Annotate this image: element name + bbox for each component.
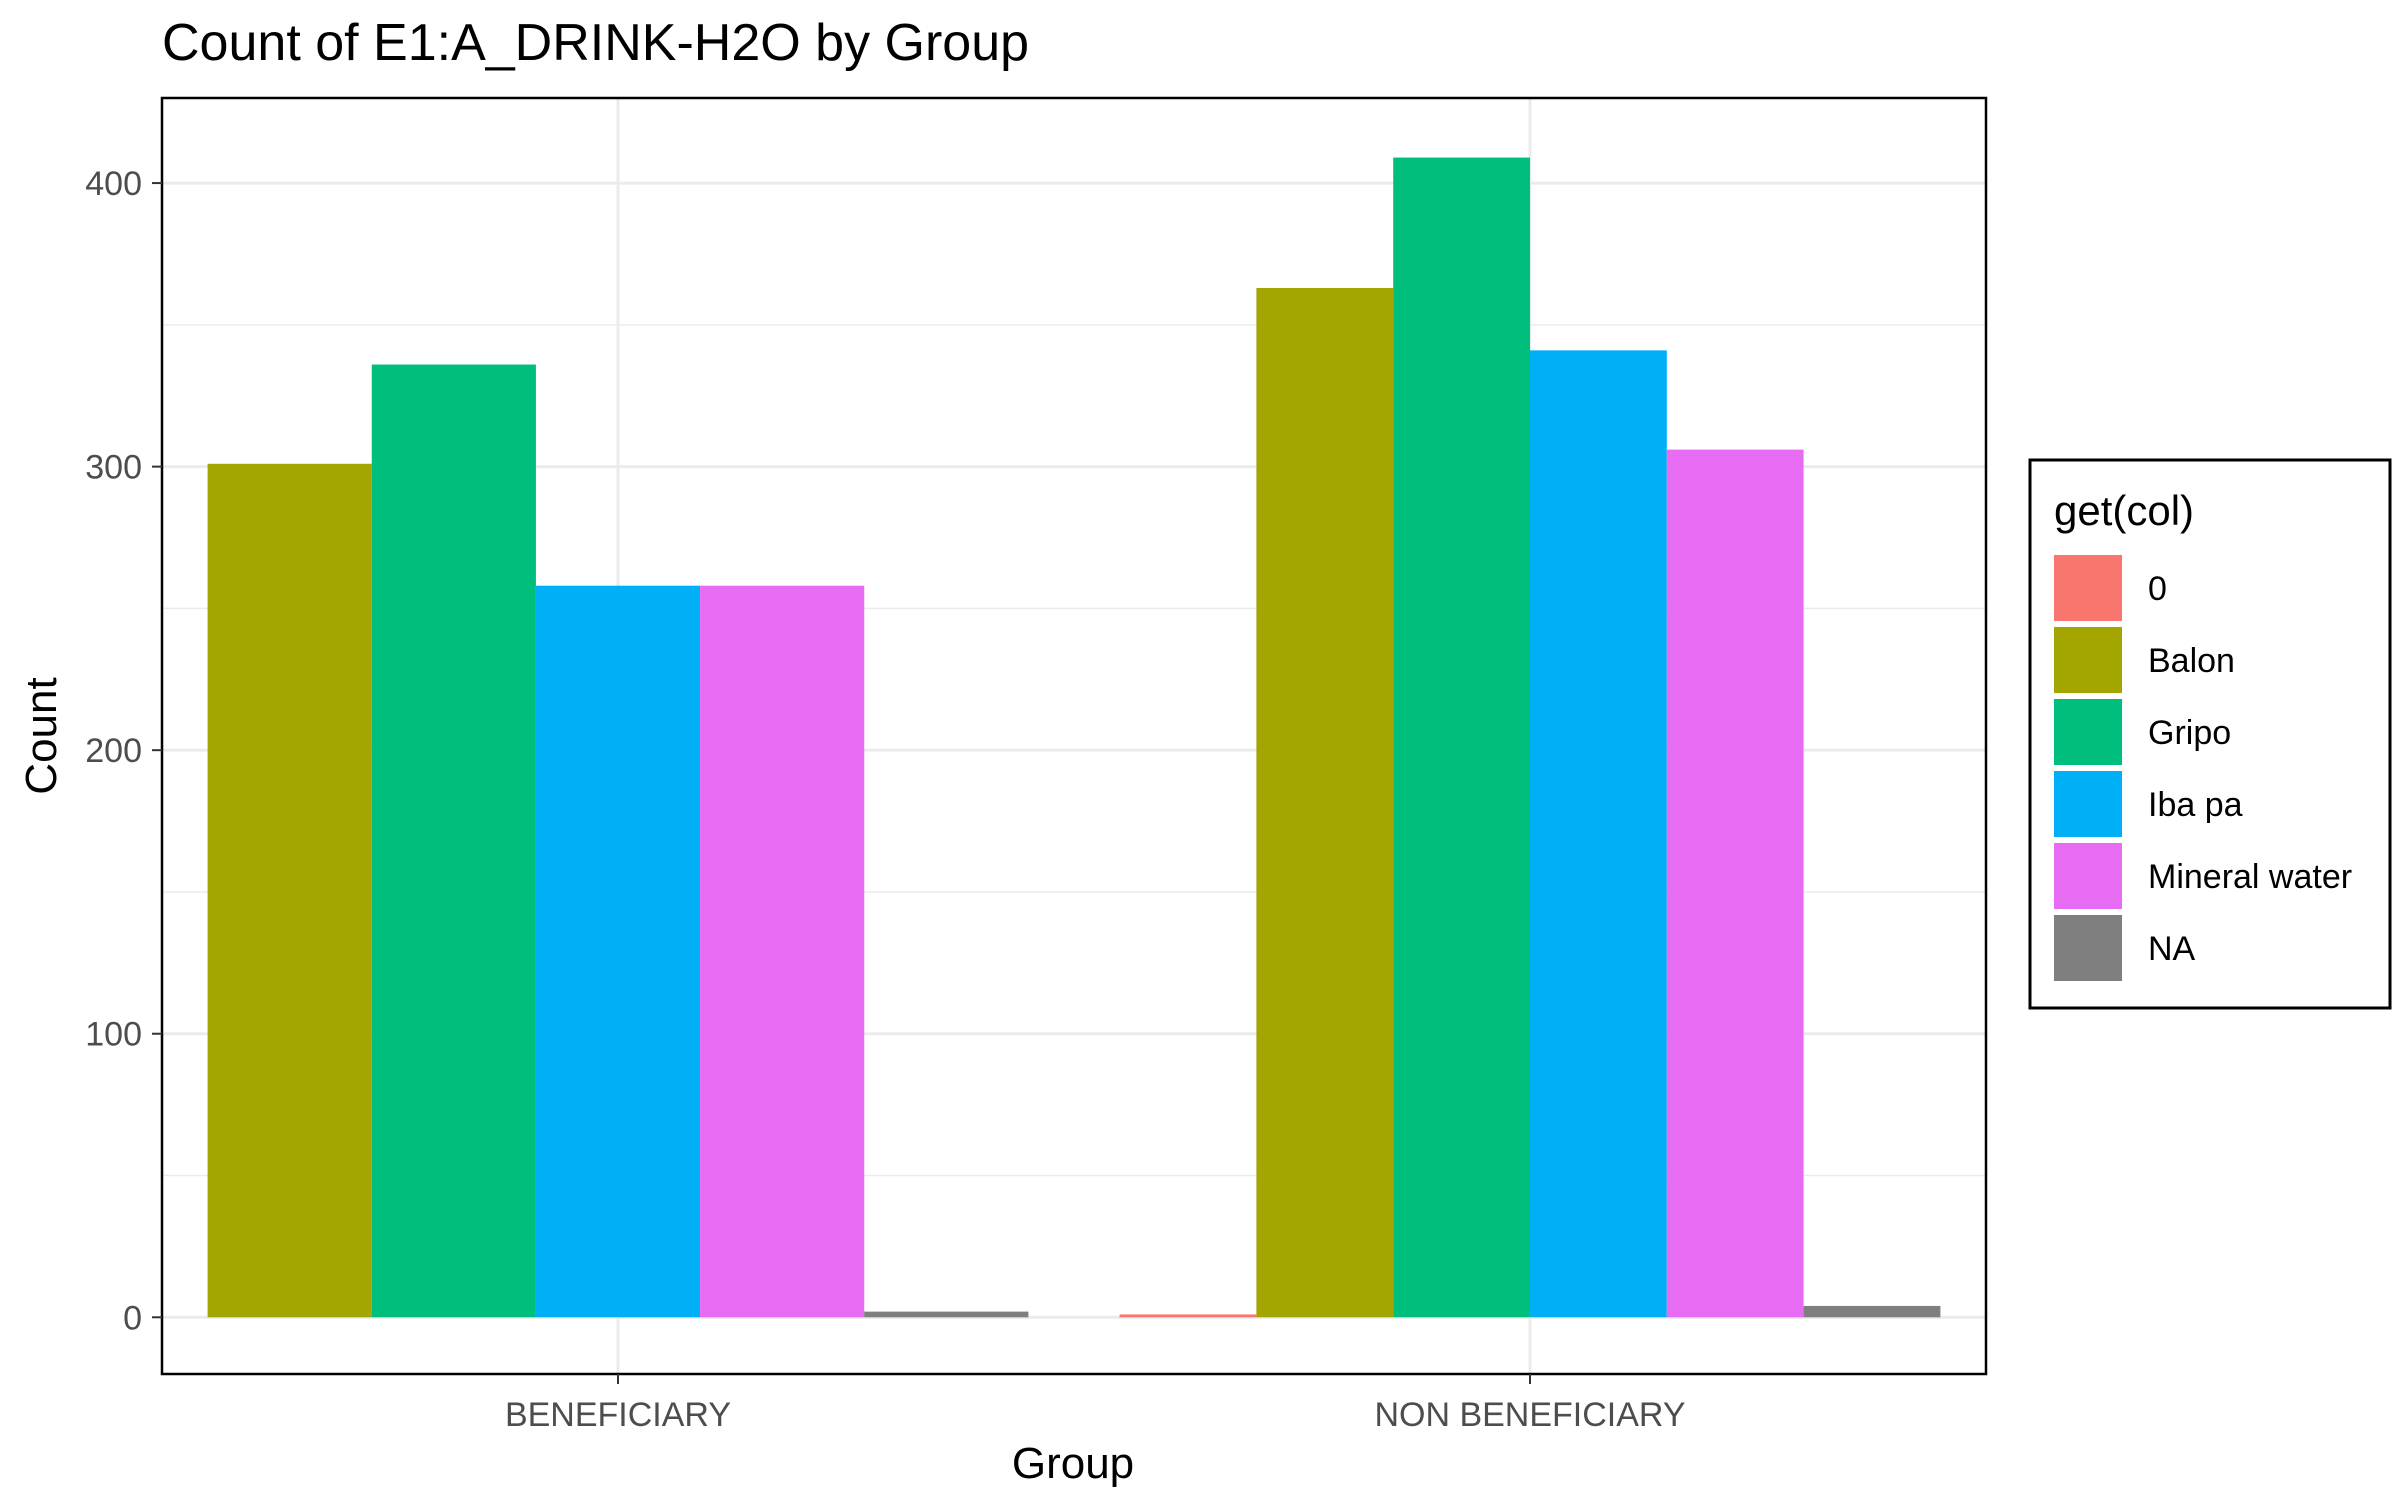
legend-key-mineral-water — [2054, 843, 2122, 909]
bar-non-beneficiary-mineral-water — [1666, 449, 1804, 1318]
y-tick-label: 300 — [85, 449, 142, 487]
bar-beneficiary-mineral-water — [700, 585, 865, 1318]
bar-beneficiary-iba-pa — [535, 585, 701, 1318]
y-axis-ticks: 0 100 200 300 400 — [85, 165, 162, 1337]
y-tick-label: 200 — [85, 732, 142, 770]
legend-title: get(col) — [2054, 487, 2194, 534]
chart-title: Count of E1:A_DRINK-H2O by Group — [162, 14, 1029, 72]
legend-key-gripo — [2054, 699, 2122, 765]
legend-label: Mineral water — [2148, 858, 2352, 896]
plot-panel-border — [160, 96, 1988, 1376]
bar-non-beneficiary-na — [1803, 1305, 1941, 1318]
bar-non-beneficiary-iba-pa — [1530, 350, 1667, 1318]
y-tick-label: 0 — [123, 1299, 142, 1337]
bar-beneficiary-na — [864, 1311, 1029, 1318]
y-tick-label: 100 — [85, 1016, 142, 1054]
bar-non-beneficiary-0 — [1119, 1314, 1257, 1318]
legend-key-iba-pa — [2054, 771, 2122, 837]
bar-non-beneficiary-balon — [1256, 287, 1394, 1318]
x-tick-label: BENEFICIARY — [505, 1396, 731, 1434]
legend-label: Balon — [2148, 642, 2235, 680]
legend-key-0 — [2054, 555, 2122, 621]
x-axis-title: Group — [1012, 1439, 1134, 1488]
legend-key-na — [2054, 915, 2122, 981]
legend-label: Gripo — [2148, 714, 2231, 752]
x-axis-ticks: BENEFICIARY NON BENEFICIARY — [505, 1374, 1686, 1434]
bar-beneficiary-gripo — [371, 364, 536, 1318]
x-tick-label: NON BENEFICIARY — [1374, 1396, 1685, 1434]
legend: get(col) 0 Balon Gripo Iba pa Mineral water N… — [2028, 458, 2392, 1010]
legend-key-balon — [2054, 627, 2122, 693]
legend-label: Iba pa — [2148, 786, 2243, 824]
y-axis-title: Count — [17, 677, 66, 794]
bars — [207, 157, 1941, 1318]
legend-label: NA — [2148, 930, 2196, 968]
bar-beneficiary-balon — [207, 463, 372, 1318]
legend-label: 0 — [2148, 570, 2167, 608]
bar-non-beneficiary-gripo — [1393, 157, 1530, 1318]
y-tick-label: 400 — [85, 165, 142, 203]
